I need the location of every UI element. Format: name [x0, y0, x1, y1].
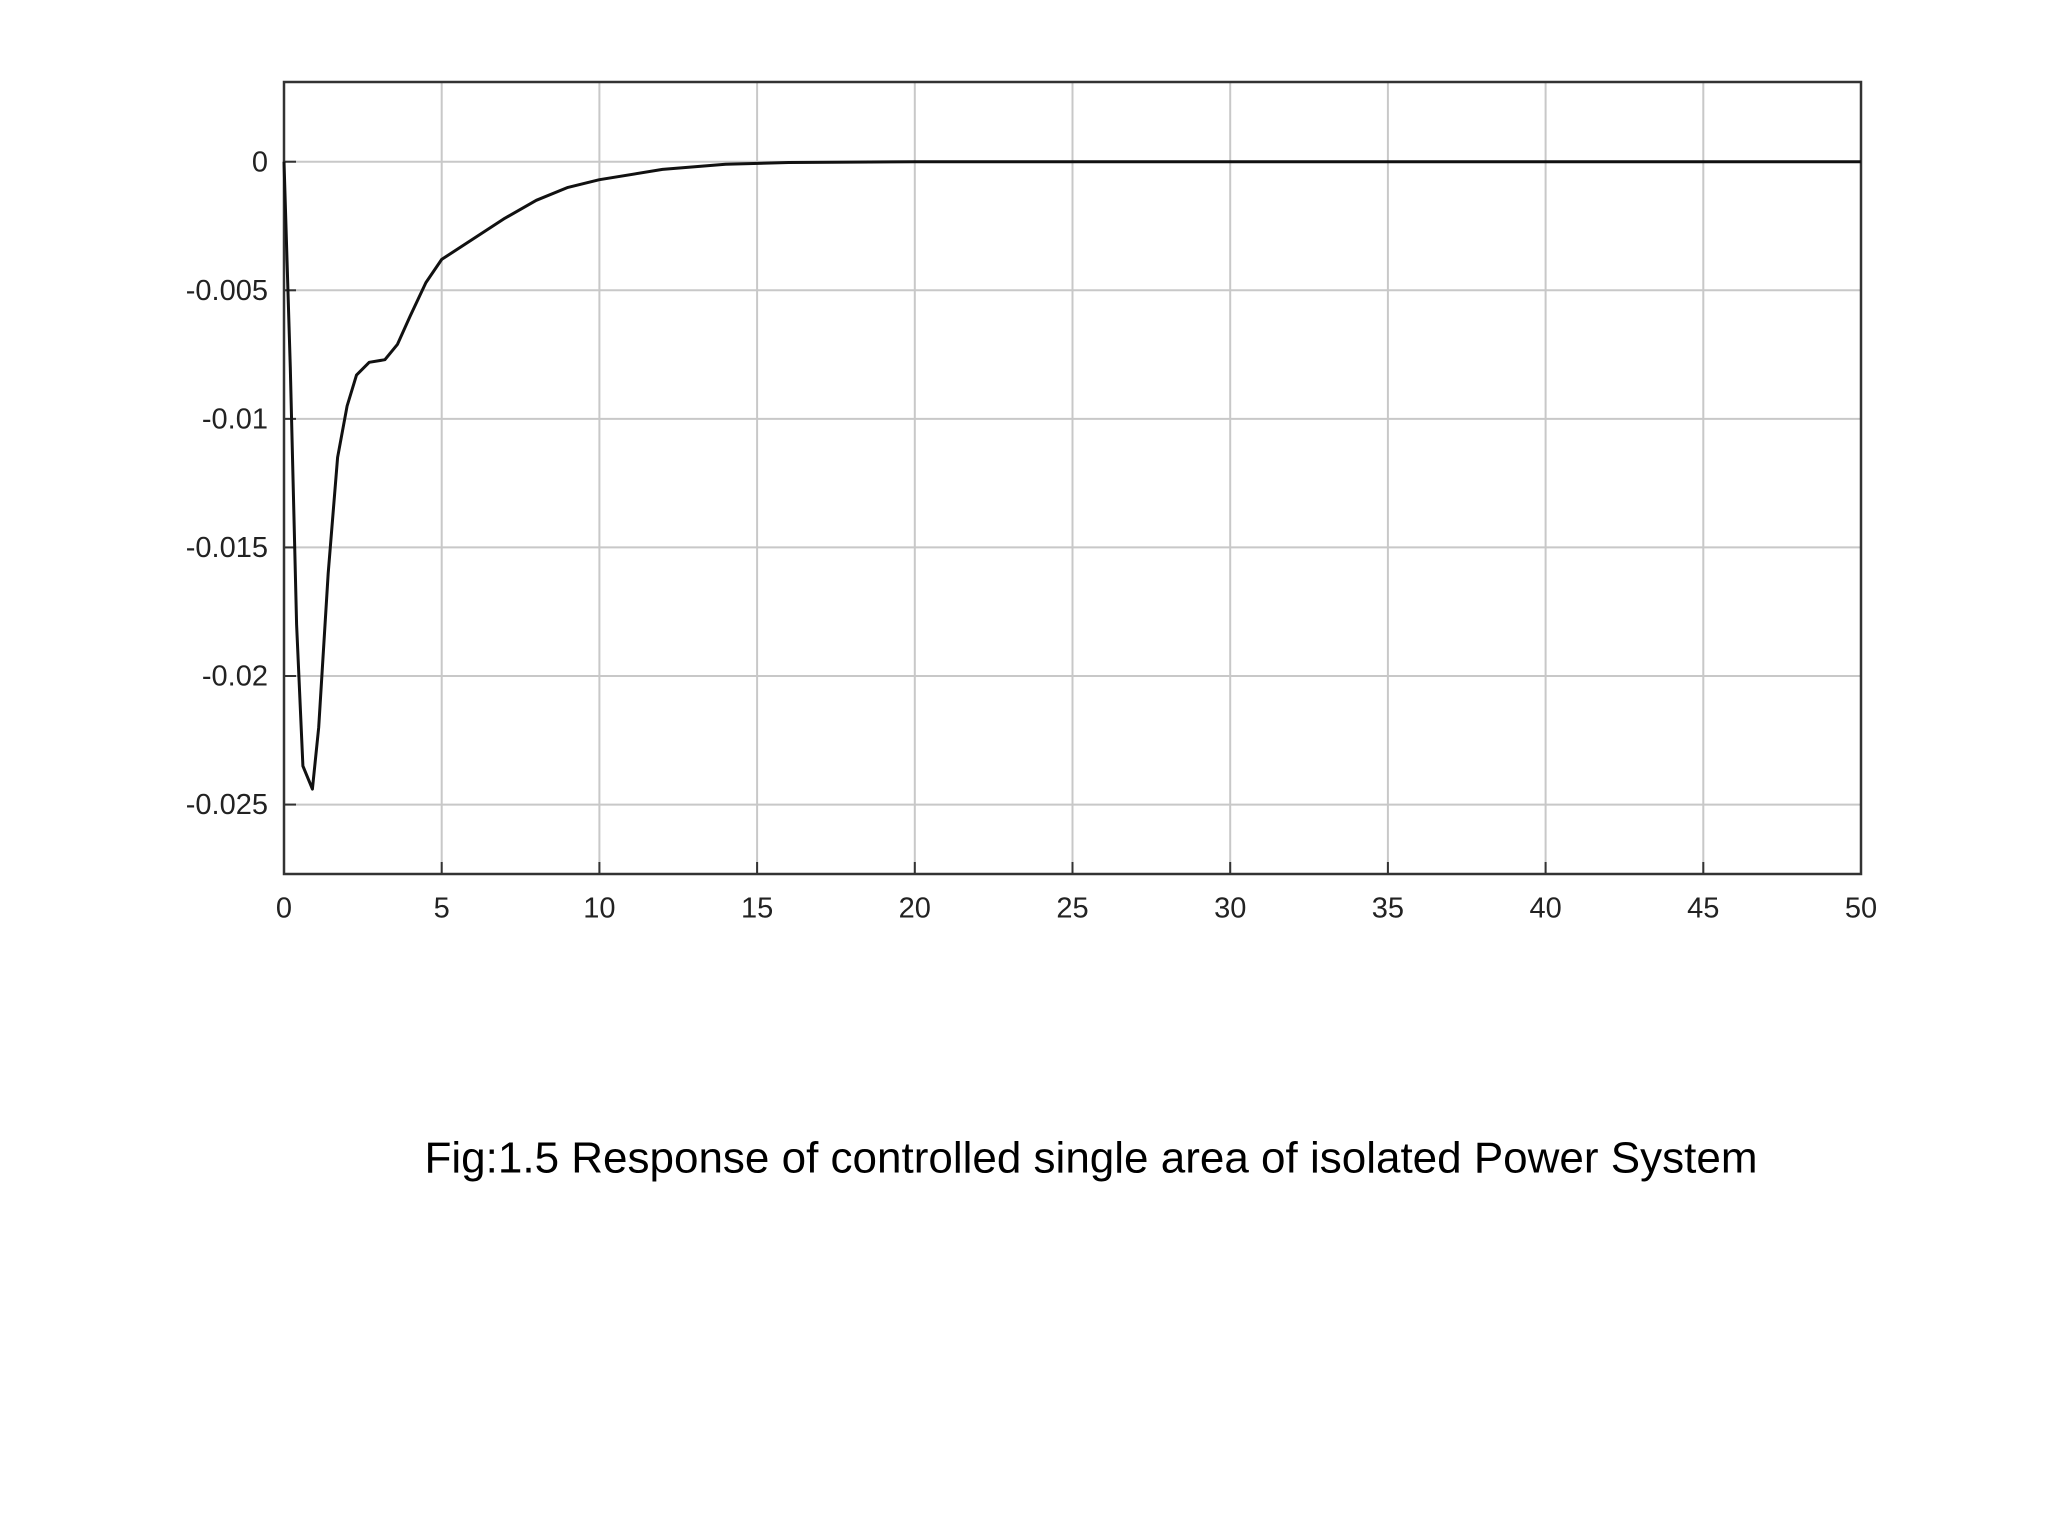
y-tick-label: -0.005	[186, 275, 268, 307]
x-tick-label: 20	[899, 893, 931, 925]
x-tick-label: 15	[741, 893, 773, 925]
x-tick-label: 0	[276, 893, 292, 925]
x-tick-label: 10	[583, 893, 615, 925]
x-tick-label: 40	[1529, 893, 1561, 925]
x-tick-label: 45	[1687, 893, 1719, 925]
y-tick-label: -0.025	[186, 789, 268, 821]
caption: Fig:1.5 Response of controlled single ar…	[425, 1134, 1758, 1183]
x-tick-label: 30	[1214, 893, 1246, 925]
y-tick-label: -0.02	[202, 661, 268, 693]
y-tick-label: -0.01	[202, 404, 268, 436]
x-tick-label: 25	[1056, 893, 1088, 925]
series-line	[282, 160, 1861, 791]
plot-border	[282, 80, 1863, 876]
y-tick-label: 0	[252, 146, 268, 178]
x-tick-label: 5	[434, 893, 450, 925]
x-tick-label: 35	[1372, 893, 1404, 925]
x-tick-label: 50	[1845, 893, 1877, 925]
y-tick-label: -0.015	[186, 532, 268, 564]
